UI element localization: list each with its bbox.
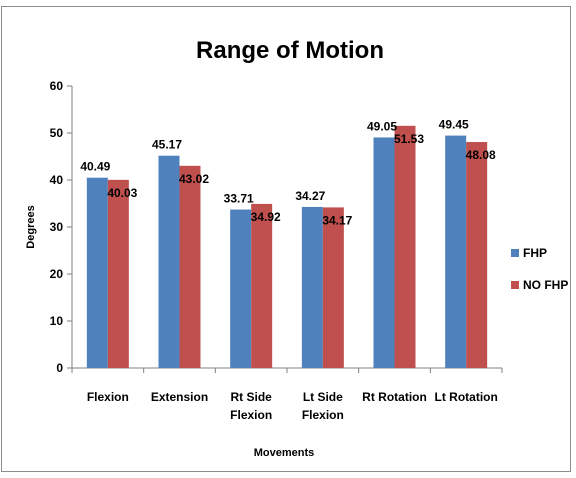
bar-no-fhp	[322, 207, 344, 368]
x-category-label: Rt Rotation	[362, 390, 427, 404]
x-category-label-line: Lt Side	[303, 390, 343, 404]
bar-no-fhp	[179, 165, 201, 368]
y-tick-label: 20	[50, 267, 64, 281]
bar-no-fhp	[251, 203, 273, 368]
data-label-no-fhp: 51.53	[394, 132, 424, 146]
legend-swatch	[511, 281, 519, 289]
y-tick-label: 0	[56, 361, 63, 375]
bar-no-fhp	[394, 125, 416, 369]
bar-fhp	[373, 137, 395, 368]
chart-legend: FHP NO FHP	[511, 246, 568, 292]
bar-no-fhp	[107, 179, 129, 368]
data-label-no-fhp: 34.92	[251, 210, 281, 224]
x-category-label: Lt Rotation	[435, 390, 498, 404]
data-label-fhp: 40.49	[80, 160, 110, 174]
x-axis-label: Movements	[254, 447, 315, 459]
data-label-fhp: 49.45	[439, 118, 469, 132]
legend-label: NO FHP	[523, 278, 568, 292]
data-label-fhp: 33.71	[224, 192, 254, 206]
bar-fhp	[301, 206, 323, 368]
x-category-label-line: Rt Side	[230, 390, 272, 404]
data-label-no-fhp: 34.17	[322, 213, 352, 227]
data-label-fhp: 49.05	[367, 119, 397, 133]
bar-fhp	[158, 155, 180, 368]
data-label-no-fhp: 43.02	[179, 172, 209, 186]
x-category-label-line: Extension	[151, 390, 208, 404]
data-label-no-fhp: 40.03	[107, 186, 137, 200]
legend-label: FHP	[523, 246, 547, 260]
x-category-label-line: Lt Rotation	[435, 390, 498, 404]
chart-data-labels: 40.49 40.03 45.17 43.02 33.71 34.92 34.27 34.17…	[80, 118, 496, 228]
y-tick-label: 40	[50, 173, 64, 187]
bar-fhp	[445, 135, 467, 368]
y-tick-label: 60	[50, 79, 64, 93]
data-label-fhp: 45.17	[152, 138, 182, 152]
chart-bars	[86, 125, 488, 369]
x-category-label-line: Rt Rotation	[362, 390, 427, 404]
chart-title: Range of Motion	[196, 37, 384, 64]
y-tick-label: 30	[50, 220, 64, 234]
y-tick-label: 50	[50, 126, 64, 140]
x-category-label-line: Flexion	[230, 408, 272, 422]
y-tick-label: 10	[50, 314, 64, 328]
x-category-label-line: Flexion	[87, 390, 129, 404]
x-category-label: Flexion	[87, 390, 129, 404]
x-category-label: Extension	[151, 390, 208, 404]
bar-fhp	[230, 209, 252, 368]
y-axis-label: Degrees	[25, 205, 37, 248]
chart-axes: 0 10 20 30 40 50 60	[50, 79, 503, 375]
legend-swatch	[511, 249, 519, 257]
data-label-fhp: 34.27	[295, 189, 325, 203]
x-category-label-line: Flexion	[302, 408, 344, 422]
bar-no-fhp	[466, 142, 488, 368]
data-label-no-fhp: 48.08	[466, 148, 496, 162]
x-category-label: Lt Side Flexion	[302, 390, 344, 422]
bar-fhp	[86, 177, 108, 368]
chart-category-labels: Flexion Extension Rt Side Flexion Lt Side Fle…	[87, 390, 498, 422]
x-category-label: Rt Side Flexion	[230, 390, 272, 422]
